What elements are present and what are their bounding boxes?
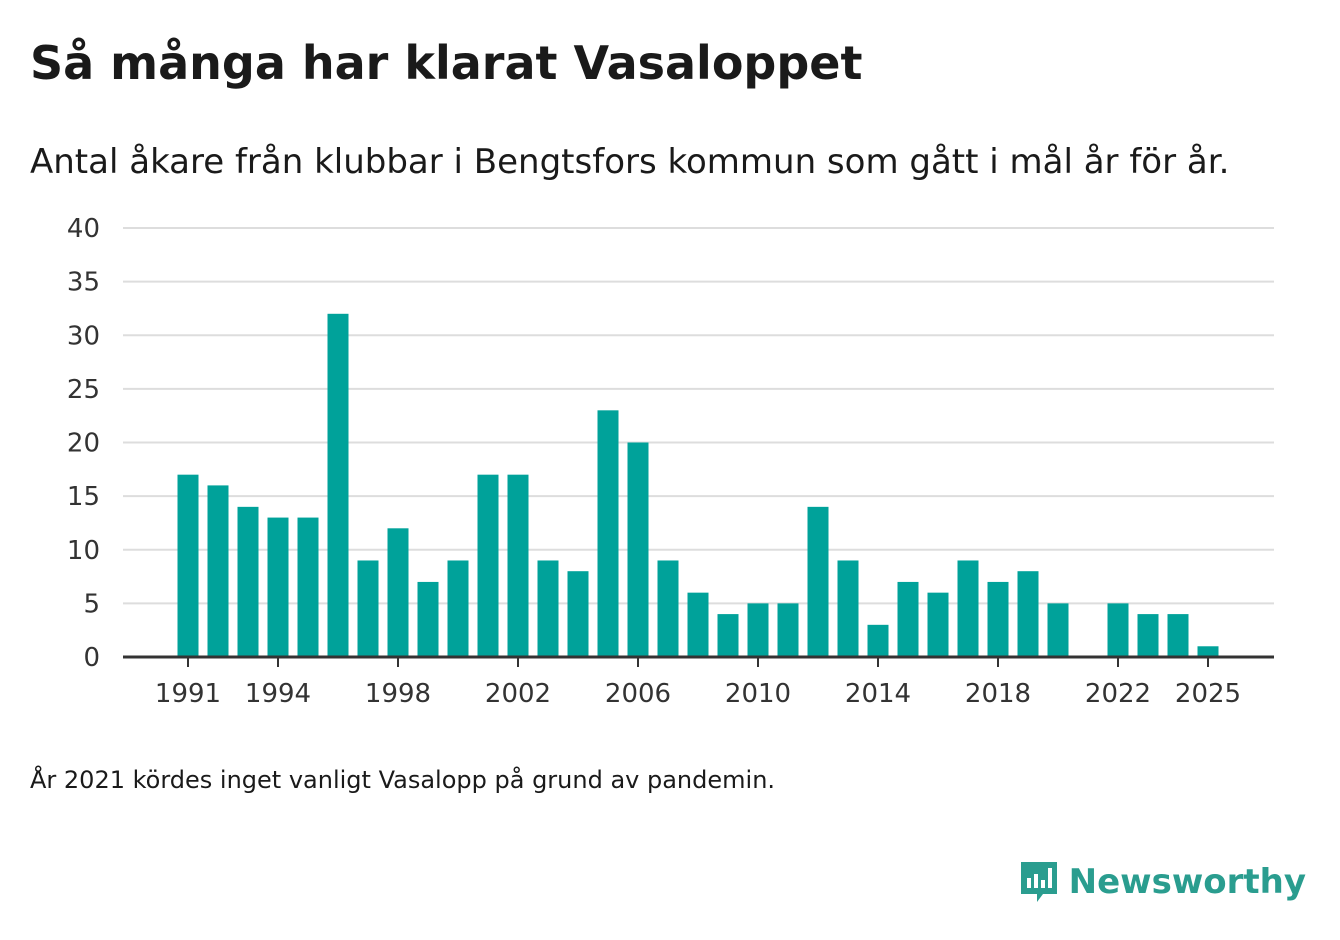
y-tick-label: 20 bbox=[67, 429, 100, 459]
bar-2016 bbox=[927, 592, 949, 657]
bar-2012 bbox=[807, 506, 829, 657]
x-tick-label: 2018 bbox=[965, 679, 1031, 709]
bar-2011 bbox=[777, 603, 799, 657]
x-tick-label: 2014 bbox=[845, 679, 911, 709]
bar-2015 bbox=[897, 581, 919, 657]
bars bbox=[177, 313, 1219, 657]
bar-1999 bbox=[417, 581, 439, 657]
y-tick-label: 5 bbox=[83, 589, 100, 619]
bar-2005 bbox=[597, 410, 619, 657]
x-tick-label: 1994 bbox=[245, 679, 311, 709]
y-tick-label: 0 bbox=[83, 643, 100, 673]
y-tick-label: 40 bbox=[67, 214, 100, 244]
footnote: År 2021 kördes inget vanligt Vasalopp på… bbox=[30, 766, 776, 794]
x-tick-label: 2002 bbox=[485, 679, 551, 709]
bar-2025 bbox=[1197, 646, 1219, 657]
bar-2013 bbox=[837, 560, 859, 657]
y-tick-label: 25 bbox=[67, 375, 100, 405]
x-tick-label: 2025 bbox=[1175, 679, 1241, 709]
bar-2023 bbox=[1137, 614, 1159, 657]
x-tick-label: 1991 bbox=[155, 679, 221, 709]
bar-2004 bbox=[567, 571, 589, 657]
bar-1992 bbox=[207, 485, 229, 657]
bar-1998 bbox=[387, 528, 409, 657]
bar-2022 bbox=[1107, 603, 1129, 657]
y-tick-label: 35 bbox=[67, 268, 100, 298]
bar-2000 bbox=[447, 560, 469, 657]
x-tick-label: 2022 bbox=[1085, 679, 1151, 709]
bar-2014 bbox=[867, 624, 889, 657]
bar-2010 bbox=[747, 603, 769, 657]
y-tick-label: 30 bbox=[67, 321, 100, 351]
bar-1997 bbox=[357, 560, 379, 657]
bar-2024 bbox=[1167, 614, 1189, 657]
chart-title: Så många har klarat Vasaloppet bbox=[30, 36, 863, 90]
bar-2017 bbox=[957, 560, 979, 657]
bar-1991 bbox=[177, 474, 199, 657]
bar-2019 bbox=[1017, 571, 1039, 657]
brand-logo: Newsworthy bbox=[1019, 858, 1306, 906]
y-axis: 0 5 10 15 20 25 30 35 40 bbox=[67, 214, 100, 673]
bar-2006 bbox=[627, 442, 649, 657]
brand-name: Newsworthy bbox=[1068, 862, 1306, 902]
bar-2018 bbox=[987, 581, 1009, 657]
bar-2001 bbox=[477, 474, 499, 657]
bar-2002 bbox=[507, 474, 529, 657]
bar-2008 bbox=[687, 592, 709, 657]
bar-2020 bbox=[1047, 603, 1069, 657]
y-tick-label: 10 bbox=[67, 536, 100, 566]
bar-1996 bbox=[327, 313, 349, 657]
newsworthy-logo-icon bbox=[1020, 862, 1057, 902]
chart-subtitle: Antal åkare från klubbar i Bengtsfors ko… bbox=[30, 142, 1230, 182]
x-tick-label: 1998 bbox=[365, 679, 431, 709]
bar-1993 bbox=[237, 506, 259, 657]
bar-2009 bbox=[717, 614, 739, 657]
y-tick-label: 15 bbox=[67, 482, 100, 512]
bar-1994 bbox=[267, 517, 289, 657]
bar-1995 bbox=[297, 517, 319, 657]
gridlines bbox=[123, 227, 1274, 605]
bar-2003 bbox=[537, 560, 559, 657]
x-axis: 1991 1994 1998 2002 2006 2010 2014 2018 2022 2025 bbox=[123, 655, 1274, 709]
x-tick-label: 2006 bbox=[605, 679, 671, 709]
bar-2007 bbox=[657, 560, 679, 657]
x-tick-label: 2010 bbox=[725, 679, 791, 709]
